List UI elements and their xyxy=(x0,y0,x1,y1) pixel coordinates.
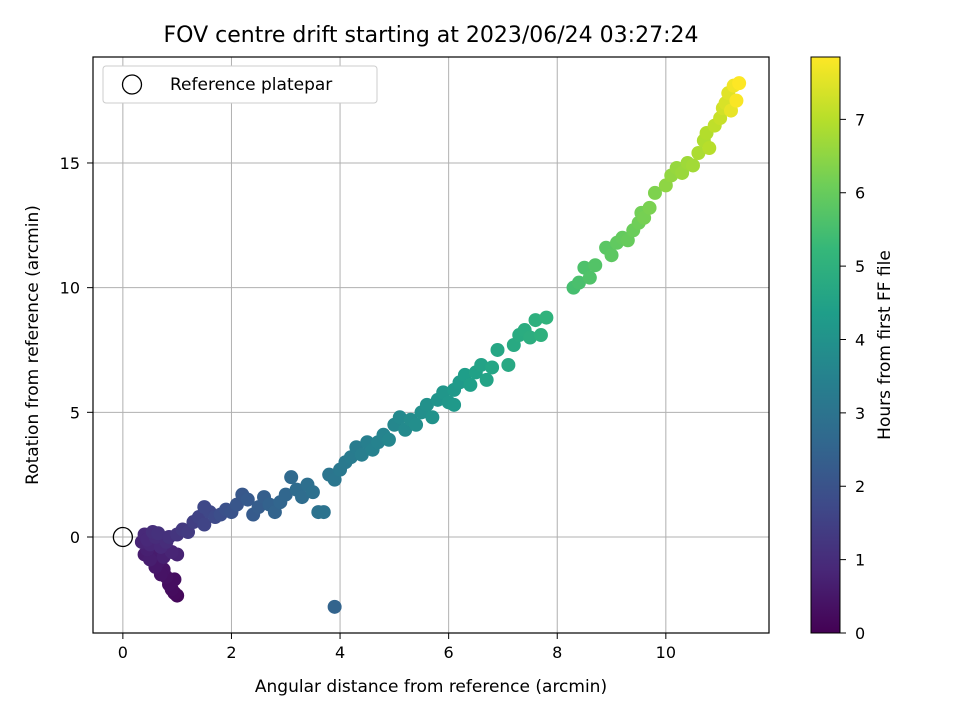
y-tick-label: 15 xyxy=(60,154,80,173)
colorbar-tick-label: 2 xyxy=(855,477,865,496)
plot-area xyxy=(93,57,769,633)
x-axis-ticks: 0 2 4 6 8 10 xyxy=(118,633,676,662)
data-point xyxy=(571,275,586,290)
data-point xyxy=(691,146,706,160)
data-point xyxy=(197,500,212,515)
y-tick-label: 0 xyxy=(70,528,80,547)
data-point xyxy=(447,397,462,412)
data-point xyxy=(425,410,440,425)
colorbar-gradient xyxy=(810,56,841,634)
data-point xyxy=(463,377,478,392)
data-point xyxy=(240,492,255,507)
data-point xyxy=(392,410,407,425)
data-point xyxy=(732,76,747,91)
y-tick-label: 10 xyxy=(60,279,80,298)
data-point xyxy=(647,185,662,200)
data-point xyxy=(419,397,434,412)
data-point xyxy=(305,485,320,500)
data-point xyxy=(354,447,369,462)
data-point xyxy=(295,490,310,505)
data-point xyxy=(409,417,424,432)
legend: Reference platepar xyxy=(102,65,378,104)
chart-title: FOV centre drift starting at 2023/06/24 … xyxy=(164,23,699,48)
data-points xyxy=(134,76,747,614)
data-point xyxy=(588,258,603,273)
colorbar-tick-label: 4 xyxy=(855,330,865,349)
data-point xyxy=(523,330,538,345)
colorbar-tick-label: 0 xyxy=(855,624,865,643)
colorbar-ticks: 0 1 2 3 4 5 6 7 xyxy=(840,110,865,643)
legend-box xyxy=(102,65,378,104)
x-tick-label: 4 xyxy=(335,643,345,662)
x-tick-label: 0 xyxy=(118,643,128,662)
data-point xyxy=(474,357,489,372)
colorbar-label: Hours from first FF file xyxy=(875,250,895,440)
plot-frame xyxy=(92,56,770,634)
data-point xyxy=(490,342,505,357)
y-tick-label: 5 xyxy=(70,403,80,422)
data-point xyxy=(685,158,700,173)
data-point xyxy=(539,310,554,325)
reference-marker-group xyxy=(112,526,134,548)
data-point xyxy=(604,248,619,263)
data-point xyxy=(642,200,657,215)
colorbar-tick-label: 5 xyxy=(855,257,865,276)
colorbar-tick-label: 6 xyxy=(855,184,865,203)
data-point xyxy=(729,93,744,108)
y-axis-label: Rotation from reference (arcmin) xyxy=(23,205,43,485)
data-point xyxy=(702,141,717,156)
data-point xyxy=(151,526,166,541)
x-tick-label: 10 xyxy=(656,643,676,662)
y-axis-ticks: 0 5 10 15 xyxy=(60,154,93,547)
grid xyxy=(93,57,769,633)
colorbar-tick-label: 7 xyxy=(855,110,865,129)
data-point xyxy=(381,432,396,447)
reference-platepar-marker xyxy=(112,526,134,548)
data-point xyxy=(479,372,494,387)
colorbar-tick-label: 3 xyxy=(855,404,865,423)
legend-marker-icon xyxy=(121,74,143,95)
data-point xyxy=(327,599,342,614)
data-point xyxy=(278,487,293,502)
x-tick-label: 2 xyxy=(226,643,236,662)
x-tick-label: 8 xyxy=(552,643,562,662)
data-point xyxy=(485,360,500,375)
data-point xyxy=(533,328,548,343)
colorbar: 0 1 2 3 4 5 6 7 Hours from first FF file xyxy=(810,56,895,643)
data-point xyxy=(316,505,331,520)
legend-label: Reference platepar xyxy=(170,75,332,95)
data-point xyxy=(197,517,212,532)
data-point xyxy=(582,270,597,285)
data-point xyxy=(284,470,299,485)
data-point xyxy=(528,313,543,328)
x-tick-label: 6 xyxy=(444,643,454,662)
x-axis-label: Angular distance from reference (arcmin) xyxy=(255,677,607,697)
colorbar-tick-label: 1 xyxy=(855,551,865,570)
data-point xyxy=(501,357,516,372)
